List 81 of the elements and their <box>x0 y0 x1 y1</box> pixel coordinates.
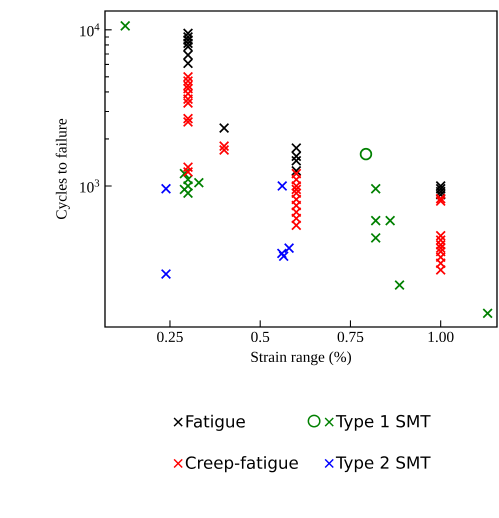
point <box>435 230 446 241</box>
point <box>120 20 130 32</box>
x-axis-title: Strain range (%) <box>251 351 351 366</box>
point <box>218 144 230 156</box>
point <box>182 166 194 178</box>
point <box>182 38 194 48</box>
point <box>182 180 194 192</box>
point <box>182 83 194 94</box>
point <box>276 248 288 259</box>
point <box>218 122 230 134</box>
point <box>182 80 194 91</box>
point <box>182 162 194 172</box>
point <box>291 194 302 205</box>
point <box>182 28 194 39</box>
point <box>384 215 396 226</box>
point <box>370 232 381 244</box>
point <box>277 180 288 192</box>
point <box>182 88 194 99</box>
point <box>160 184 172 194</box>
point <box>370 215 381 226</box>
point <box>435 234 446 246</box>
point <box>182 116 194 128</box>
point <box>394 280 405 290</box>
point <box>179 184 190 195</box>
point <box>435 252 446 262</box>
y-tick-label: 10$^{3}$ <box>80 179 100 193</box>
point <box>360 148 372 160</box>
point <box>435 186 446 197</box>
point <box>160 268 172 280</box>
point <box>435 246 446 257</box>
point <box>291 200 302 211</box>
y-axis-title: Cycles to failure <box>56 118 70 220</box>
point <box>435 180 446 192</box>
point <box>291 168 302 179</box>
point <box>182 50 194 60</box>
point <box>182 76 194 86</box>
point <box>182 58 194 69</box>
x-tick-label: 0.25 <box>157 332 183 342</box>
point <box>435 242 446 254</box>
point <box>182 98 194 108</box>
point <box>182 94 194 104</box>
point <box>182 188 194 198</box>
point <box>370 184 381 194</box>
point <box>291 184 302 195</box>
x-tick-label: 0.5 <box>251 332 270 342</box>
legend-label: Fatigue <box>186 414 245 431</box>
legend-label: Type 2 SMT <box>336 456 431 472</box>
point <box>194 177 204 188</box>
point <box>182 41 194 52</box>
point <box>435 196 446 206</box>
point <box>291 151 302 162</box>
point <box>284 242 294 254</box>
point <box>435 189 446 200</box>
point <box>291 166 302 176</box>
y-tick-label: 10$^{4}$ <box>80 23 100 36</box>
point <box>291 156 302 166</box>
point <box>291 188 302 198</box>
point <box>291 206 302 218</box>
point <box>291 213 302 224</box>
point <box>182 34 194 46</box>
point <box>435 240 446 250</box>
point <box>182 174 194 185</box>
point <box>182 72 194 82</box>
legend-label: Creep-fatigue <box>186 456 298 472</box>
point <box>435 193 446 204</box>
point <box>291 174 302 185</box>
point <box>278 251 289 262</box>
point <box>435 184 446 194</box>
legend-label: Type 1 SMT <box>336 414 431 431</box>
point <box>435 264 446 276</box>
point <box>182 32 194 42</box>
x-tick-label: 0.75 <box>338 332 364 342</box>
point <box>291 142 302 154</box>
point <box>291 180 302 192</box>
point <box>182 113 194 124</box>
point <box>482 308 493 318</box>
point <box>218 140 230 152</box>
point <box>291 220 302 231</box>
x-tick-label: 1.00 <box>428 332 454 342</box>
point <box>179 168 190 179</box>
point <box>435 258 446 268</box>
